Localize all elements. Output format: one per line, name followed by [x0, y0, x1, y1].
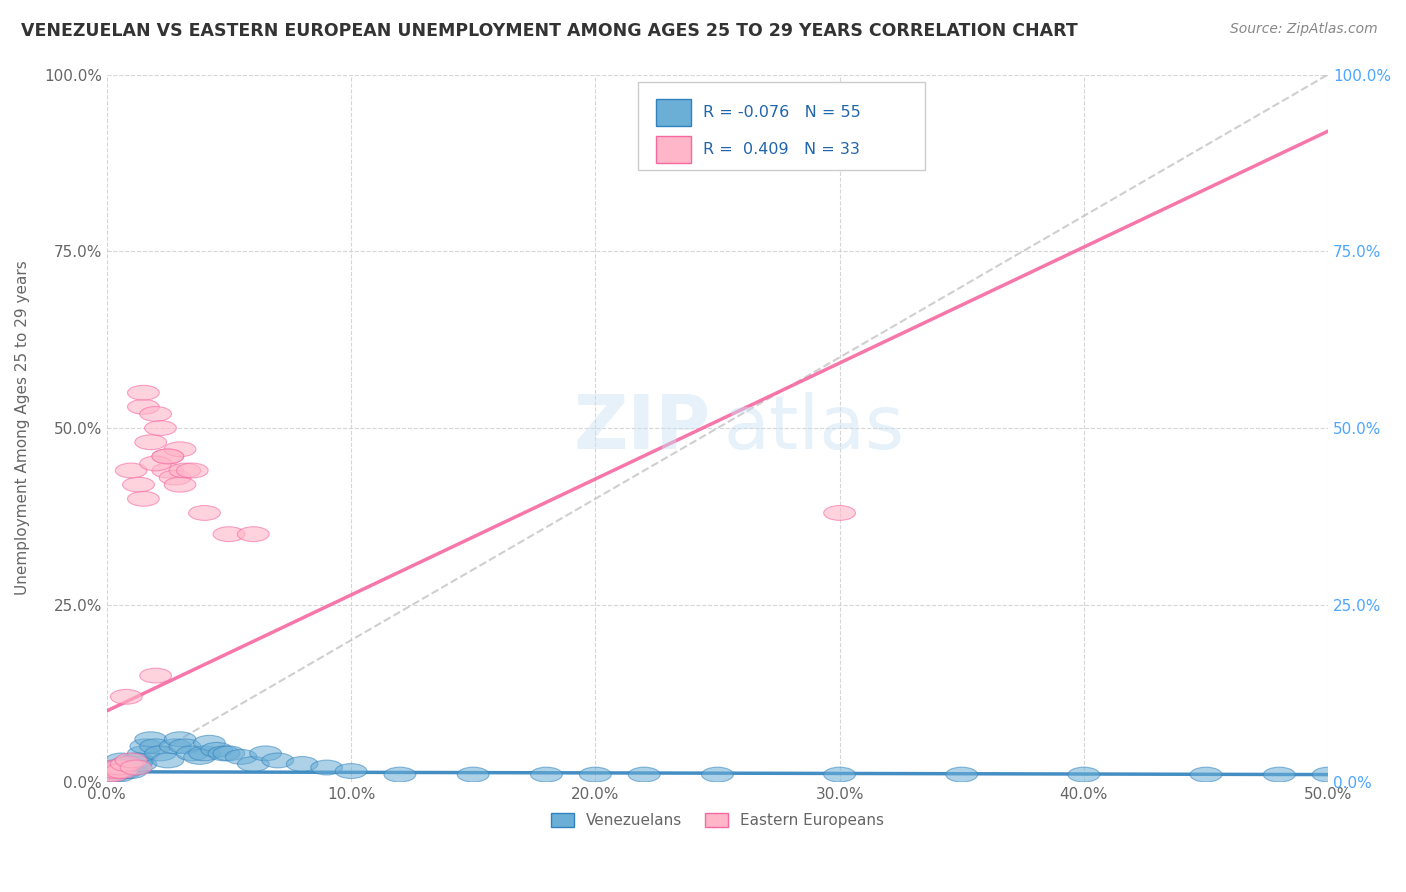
Bar: [657, 99, 690, 126]
Ellipse shape: [103, 767, 135, 782]
Ellipse shape: [169, 739, 201, 754]
Bar: [657, 136, 690, 162]
Text: VENEZUELAN VS EASTERN EUROPEAN UNEMPLOYMENT AMONG AGES 25 TO 29 YEARS CORRELATIO: VENEZUELAN VS EASTERN EUROPEAN UNEMPLOYM…: [21, 22, 1078, 40]
Ellipse shape: [93, 767, 125, 782]
Ellipse shape: [122, 753, 155, 768]
Ellipse shape: [1069, 767, 1099, 782]
Ellipse shape: [111, 690, 142, 704]
Text: R =  0.409   N = 33: R = 0.409 N = 33: [703, 142, 859, 157]
Ellipse shape: [1264, 767, 1295, 782]
Ellipse shape: [118, 760, 149, 775]
Ellipse shape: [262, 753, 294, 768]
FancyBboxPatch shape: [638, 81, 925, 170]
Ellipse shape: [208, 746, 240, 761]
Ellipse shape: [1312, 767, 1344, 782]
Ellipse shape: [530, 767, 562, 782]
Ellipse shape: [238, 756, 269, 772]
Text: atlas: atlas: [724, 392, 904, 465]
Ellipse shape: [115, 756, 148, 772]
Ellipse shape: [128, 385, 159, 401]
Ellipse shape: [98, 760, 129, 775]
Ellipse shape: [125, 756, 157, 772]
Ellipse shape: [311, 760, 343, 775]
Ellipse shape: [184, 749, 215, 764]
Ellipse shape: [194, 735, 225, 750]
Ellipse shape: [152, 463, 184, 478]
Ellipse shape: [111, 764, 142, 779]
Ellipse shape: [122, 477, 155, 492]
Ellipse shape: [120, 753, 152, 768]
Ellipse shape: [169, 463, 201, 478]
Ellipse shape: [135, 434, 166, 450]
Ellipse shape: [101, 764, 132, 779]
Ellipse shape: [101, 764, 132, 779]
Ellipse shape: [165, 731, 195, 747]
Ellipse shape: [188, 506, 221, 520]
Ellipse shape: [457, 767, 489, 782]
Ellipse shape: [335, 764, 367, 779]
Ellipse shape: [159, 739, 191, 754]
Ellipse shape: [702, 767, 734, 782]
Ellipse shape: [139, 668, 172, 683]
Ellipse shape: [91, 767, 122, 782]
Ellipse shape: [96, 767, 128, 782]
Ellipse shape: [98, 760, 129, 775]
Ellipse shape: [946, 767, 977, 782]
Ellipse shape: [250, 746, 281, 761]
Ellipse shape: [105, 753, 138, 768]
Ellipse shape: [139, 407, 172, 421]
Ellipse shape: [91, 767, 122, 782]
Ellipse shape: [214, 746, 245, 761]
Ellipse shape: [129, 739, 162, 754]
Ellipse shape: [145, 421, 176, 435]
Ellipse shape: [93, 764, 125, 779]
Ellipse shape: [628, 767, 659, 782]
Ellipse shape: [103, 760, 135, 775]
Ellipse shape: [238, 527, 269, 541]
Ellipse shape: [824, 767, 855, 782]
Ellipse shape: [824, 506, 855, 520]
Ellipse shape: [112, 760, 145, 775]
Ellipse shape: [225, 749, 257, 764]
Ellipse shape: [115, 753, 148, 768]
Ellipse shape: [139, 456, 172, 471]
Ellipse shape: [135, 731, 166, 747]
Ellipse shape: [176, 463, 208, 478]
Y-axis label: Unemployment Among Ages 25 to 29 years: Unemployment Among Ages 25 to 29 years: [15, 260, 30, 596]
Ellipse shape: [105, 764, 138, 779]
Ellipse shape: [176, 746, 208, 761]
Ellipse shape: [111, 756, 142, 772]
Ellipse shape: [139, 739, 172, 754]
Ellipse shape: [579, 767, 612, 782]
Ellipse shape: [115, 463, 148, 478]
Ellipse shape: [165, 477, 195, 492]
Ellipse shape: [120, 756, 152, 772]
Text: ZIP: ZIP: [574, 392, 711, 465]
Ellipse shape: [201, 742, 232, 757]
Ellipse shape: [103, 760, 135, 775]
Ellipse shape: [165, 442, 195, 457]
Ellipse shape: [287, 756, 318, 772]
Ellipse shape: [120, 760, 152, 775]
Ellipse shape: [128, 400, 159, 414]
Ellipse shape: [1189, 767, 1222, 782]
Ellipse shape: [111, 756, 142, 772]
Ellipse shape: [128, 491, 159, 507]
Ellipse shape: [98, 767, 129, 782]
Ellipse shape: [108, 760, 139, 775]
Ellipse shape: [214, 527, 245, 541]
Legend: Venezuelans, Eastern Europeans: Venezuelans, Eastern Europeans: [544, 807, 890, 834]
Ellipse shape: [128, 746, 159, 761]
Ellipse shape: [115, 764, 148, 779]
Ellipse shape: [384, 767, 416, 782]
Ellipse shape: [152, 753, 184, 768]
Ellipse shape: [188, 746, 221, 761]
Text: Source: ZipAtlas.com: Source: ZipAtlas.com: [1230, 22, 1378, 37]
Ellipse shape: [159, 470, 191, 485]
Ellipse shape: [152, 449, 184, 464]
Text: R = -0.076   N = 55: R = -0.076 N = 55: [703, 104, 860, 120]
Ellipse shape: [152, 449, 184, 464]
Ellipse shape: [96, 764, 128, 779]
Ellipse shape: [145, 746, 176, 761]
